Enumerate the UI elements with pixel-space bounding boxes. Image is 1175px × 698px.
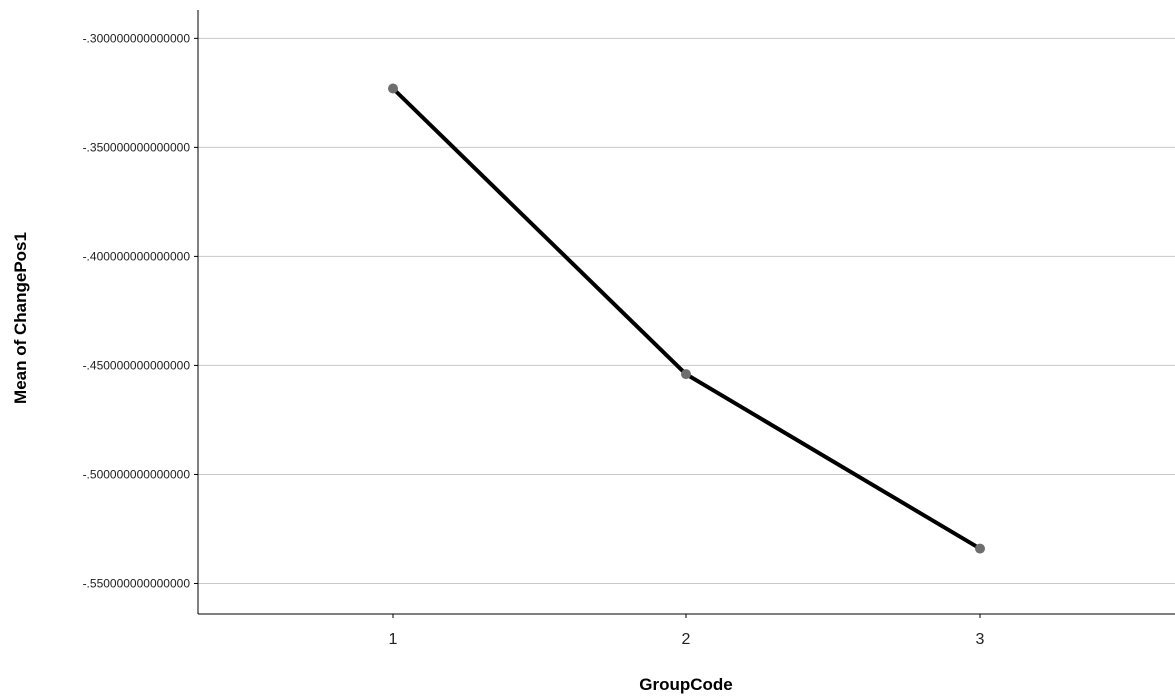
series bbox=[391, 87, 982, 551]
data-point bbox=[681, 369, 691, 380]
y-tick-label: -.400000000000000 bbox=[83, 249, 191, 263]
y-tick-label: -.500000000000000 bbox=[83, 467, 191, 481]
y-tick-label: -.350000000000000 bbox=[83, 140, 191, 154]
x-tick-labels: 1 2 3 bbox=[389, 614, 985, 648]
x-tick-label: 1 bbox=[389, 631, 398, 648]
data-point bbox=[388, 83, 398, 94]
series-line bbox=[391, 87, 982, 551]
x-axis-title: GroupCode bbox=[639, 675, 733, 694]
data-points bbox=[388, 83, 985, 554]
gridlines bbox=[198, 37, 1175, 584]
y-tick-label: -.300000000000000 bbox=[83, 31, 191, 45]
y-tick-label: -.550000000000000 bbox=[83, 576, 191, 590]
y-axis-title: Mean of ChangePos1 bbox=[11, 232, 30, 404]
y-tick-labels: -.300000000000000 -.350000000000000 -.4000… bbox=[83, 31, 198, 590]
y-tick-label: -.450000000000000 bbox=[83, 358, 191, 372]
axes bbox=[197, 10, 1175, 615]
data-point bbox=[975, 543, 985, 554]
x-tick-label: 3 bbox=[976, 631, 985, 648]
x-tick-label: 2 bbox=[682, 631, 691, 648]
